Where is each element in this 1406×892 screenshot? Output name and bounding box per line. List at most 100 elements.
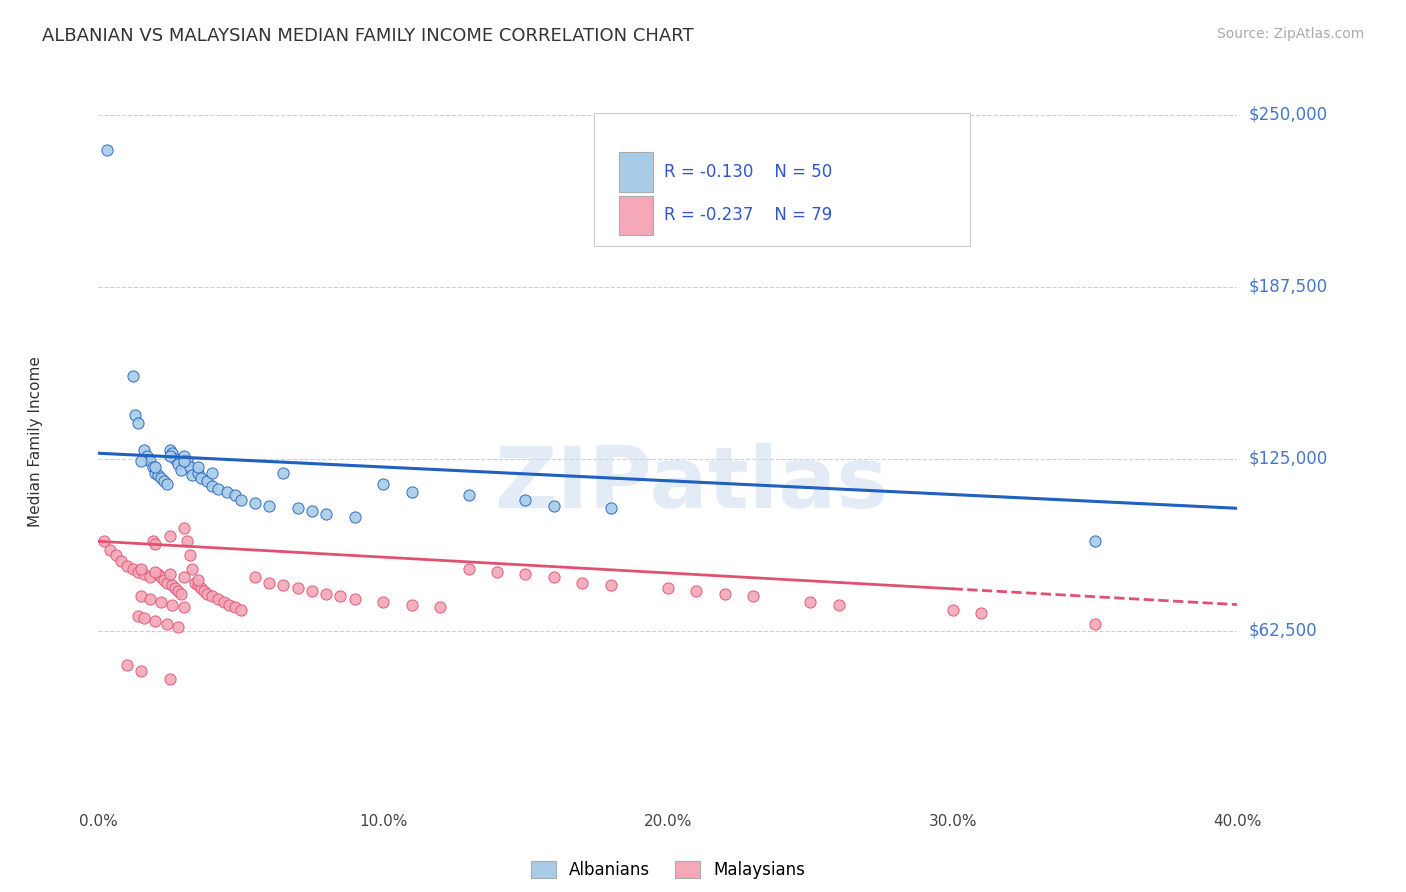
Point bbox=[115, 658, 138, 673]
Point bbox=[315, 586, 337, 600]
Point bbox=[115, 559, 138, 574]
Point bbox=[138, 454, 160, 468]
Point bbox=[141, 534, 163, 549]
Point bbox=[98, 542, 121, 557]
Point bbox=[129, 590, 152, 604]
Point bbox=[121, 562, 143, 576]
Point bbox=[224, 487, 246, 501]
Point bbox=[429, 600, 451, 615]
Point bbox=[1084, 534, 1107, 549]
Text: $62,500: $62,500 bbox=[1249, 622, 1317, 640]
Point bbox=[315, 507, 337, 521]
Point bbox=[173, 520, 195, 534]
Text: $187,500: $187,500 bbox=[1249, 277, 1327, 296]
Point bbox=[187, 578, 209, 592]
Point bbox=[373, 476, 395, 491]
Point bbox=[156, 476, 179, 491]
Text: ZIPatlas: ZIPatlas bbox=[494, 443, 887, 526]
Point bbox=[145, 460, 167, 475]
Point bbox=[571, 575, 593, 590]
Point bbox=[243, 570, 266, 584]
Point bbox=[129, 664, 152, 678]
Point bbox=[170, 586, 193, 600]
Point bbox=[148, 468, 170, 483]
Point bbox=[287, 581, 309, 595]
Point bbox=[401, 598, 423, 612]
Point bbox=[190, 471, 212, 485]
Point bbox=[173, 600, 195, 615]
Point bbox=[212, 595, 235, 609]
Point bbox=[167, 620, 190, 634]
Point bbox=[145, 466, 167, 480]
Text: ALBANIAN VS MALAYSIAN MEDIAN FAMILY INCOME CORRELATION CHART: ALBANIAN VS MALAYSIAN MEDIAN FAMILY INCO… bbox=[42, 27, 693, 45]
Point bbox=[685, 583, 707, 598]
FancyBboxPatch shape bbox=[593, 112, 970, 246]
Point bbox=[799, 595, 821, 609]
Point bbox=[127, 565, 149, 579]
Point bbox=[93, 534, 115, 549]
Point bbox=[145, 565, 167, 579]
Point bbox=[1084, 616, 1107, 631]
Point bbox=[207, 592, 229, 607]
Point bbox=[176, 534, 198, 549]
Point bbox=[127, 608, 149, 623]
Point bbox=[167, 583, 190, 598]
FancyBboxPatch shape bbox=[619, 153, 652, 192]
Point bbox=[742, 590, 765, 604]
Point bbox=[373, 595, 395, 609]
Point bbox=[132, 611, 155, 625]
Text: Median Family Income: Median Family Income bbox=[28, 356, 44, 527]
Point bbox=[159, 443, 181, 458]
Point bbox=[132, 567, 155, 582]
Point bbox=[162, 578, 184, 592]
Point bbox=[201, 466, 224, 480]
Point bbox=[229, 603, 252, 617]
Point bbox=[714, 586, 737, 600]
Point bbox=[153, 474, 176, 488]
Point bbox=[167, 457, 190, 471]
Point bbox=[193, 583, 215, 598]
Point bbox=[343, 592, 366, 607]
Point bbox=[301, 583, 323, 598]
Point bbox=[218, 598, 240, 612]
Point bbox=[181, 562, 204, 576]
Point bbox=[207, 482, 229, 496]
Point bbox=[287, 501, 309, 516]
Point bbox=[828, 598, 851, 612]
Text: Source: ZipAtlas.com: Source: ZipAtlas.com bbox=[1216, 27, 1364, 41]
Point bbox=[301, 504, 323, 518]
Point bbox=[179, 460, 201, 475]
Point bbox=[243, 496, 266, 510]
Point bbox=[170, 463, 193, 477]
Point bbox=[329, 590, 352, 604]
Point bbox=[190, 581, 212, 595]
Point bbox=[141, 460, 163, 475]
Point bbox=[201, 590, 224, 604]
Point bbox=[942, 603, 965, 617]
Point bbox=[215, 484, 238, 499]
Point bbox=[173, 449, 195, 463]
Point bbox=[159, 529, 181, 543]
Point bbox=[165, 581, 187, 595]
Point bbox=[401, 484, 423, 499]
Point bbox=[110, 553, 132, 567]
Point bbox=[156, 616, 179, 631]
FancyBboxPatch shape bbox=[619, 195, 652, 235]
Point bbox=[96, 144, 118, 158]
Point bbox=[184, 575, 207, 590]
Point bbox=[159, 672, 181, 686]
Point bbox=[970, 606, 993, 620]
Point bbox=[145, 537, 167, 551]
Point bbox=[259, 575, 281, 590]
Point bbox=[135, 449, 157, 463]
Point bbox=[176, 454, 198, 468]
Point bbox=[150, 570, 173, 584]
Point bbox=[159, 449, 181, 463]
Point bbox=[104, 548, 127, 562]
Point bbox=[543, 499, 565, 513]
Point bbox=[129, 562, 152, 576]
Point bbox=[457, 562, 479, 576]
Point bbox=[173, 454, 195, 468]
Point bbox=[138, 592, 160, 607]
Point bbox=[273, 466, 295, 480]
